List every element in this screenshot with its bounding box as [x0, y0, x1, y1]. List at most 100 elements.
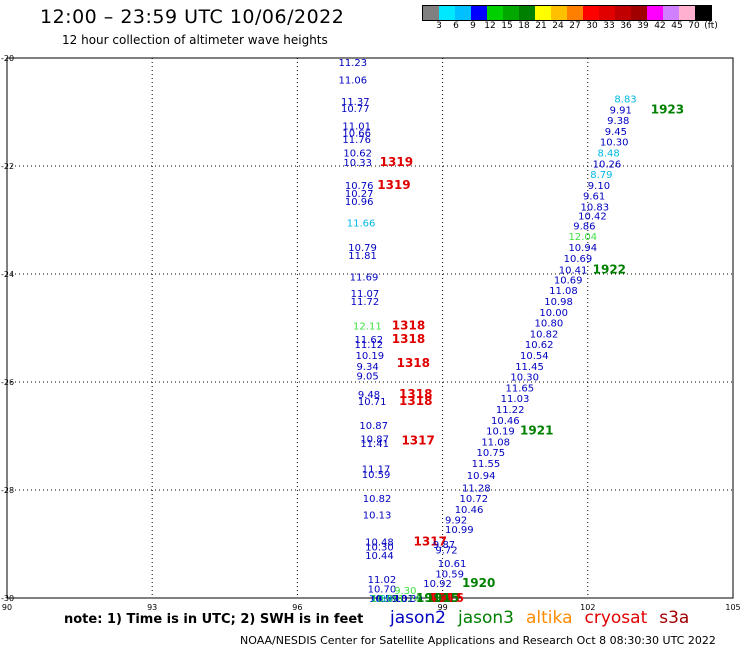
wave-height-label: 9.30: [394, 586, 416, 597]
wave-height-label: 10.92: [423, 579, 452, 590]
wave-height-label: 10.61: [438, 559, 467, 570]
x-tick-label: 102: [580, 603, 595, 612]
wave-height-label: 10.66: [342, 129, 371, 140]
wave-height-label: 10.80: [535, 319, 564, 330]
page-subtitle: 12 hour collection of altimeter wave hei…: [62, 33, 328, 47]
wave-height-label: 11.22: [496, 405, 525, 416]
wave-height-label: 9.87: [433, 540, 455, 551]
pass-time-label: 1915: [426, 591, 459, 605]
mission-cryosat: cryosat: [584, 608, 648, 628]
pass-time-label: 1317: [428, 591, 461, 605]
colorbar-label: 33: [603, 21, 615, 31]
colorbar-label: 18: [518, 21, 530, 31]
wave-height-label: 9.05: [356, 372, 378, 383]
wave-height-label: 11.08: [549, 286, 578, 297]
wave-height-label: 10.39: [394, 594, 423, 605]
wave-height-label: 11.55: [472, 459, 501, 470]
wave-height-label: 10.62: [343, 149, 372, 160]
pass-time-label: 1319: [380, 155, 413, 169]
colorbar-swatch: [583, 6, 599, 20]
wave-height-label: 11.28: [462, 483, 491, 494]
wave-height-label: 10.82: [530, 329, 559, 340]
wave-height-label: 10.26: [593, 159, 622, 170]
wave-height-label: 11.12: [355, 340, 384, 351]
colorbar-swatch: [439, 6, 455, 20]
colorbar-label: 42: [654, 21, 666, 31]
x-tick-label: 93: [147, 603, 157, 612]
colorbar-swatch: [551, 6, 567, 20]
wave-height-label: 10.46: [491, 416, 520, 427]
pass-time-label: 1920: [462, 576, 495, 590]
y-tick-label: -28: [1, 486, 14, 495]
wave-height-label: 10.44: [365, 551, 394, 562]
wave-height-label: 10.70: [368, 584, 397, 595]
x-tick-label: 96: [292, 603, 302, 612]
wave-height-label: 9.92: [445, 516, 467, 527]
wave-height-label: 11.23: [339, 58, 368, 69]
wave-height-label: 11.76: [342, 135, 371, 146]
colorbar-swatch: [487, 6, 503, 20]
wave-height-label: 11.66: [347, 219, 376, 230]
wave-height-label: 10.59: [362, 470, 391, 481]
colorbar-label: 45: [671, 21, 683, 31]
footer-note: note: 1) Time is in UTC; 2) SWH is in fe…: [64, 612, 364, 627]
wave-height-label: 10.96: [345, 197, 374, 208]
colorbar-swatch: [471, 6, 487, 20]
wave-height-label: 10.83: [581, 203, 610, 214]
wave-height-label: 11.17: [362, 464, 391, 475]
colorbar-swatch: [679, 6, 695, 20]
wave-height-label: 9.34: [356, 362, 378, 373]
colorbar-label: 3: [436, 21, 442, 31]
colorbar-label: 30: [586, 21, 598, 31]
colorbar-swatch: [535, 6, 551, 20]
colorbar-label: 9: [470, 21, 476, 31]
wave-height-label: 11.03: [370, 594, 399, 605]
colorbar-swatch: [567, 6, 583, 20]
wave-height-label: 11.06: [339, 76, 368, 87]
wave-height-label: 11.24: [392, 594, 421, 605]
wave-height-label: 9.38: [607, 116, 629, 127]
wave-height-label: 10.87: [360, 435, 389, 446]
wave-height-label: 10.94: [568, 243, 597, 254]
wave-height-label: 10.13: [363, 510, 392, 521]
wave-height-label: 10.99: [445, 525, 474, 536]
wave-height-label: 10.33: [343, 158, 372, 169]
wave-height-label: 10.59: [435, 570, 464, 581]
wave-height-label: 10.69: [554, 275, 583, 286]
wave-height-label: 9.48: [358, 390, 380, 401]
pass-time-label: 1318: [392, 332, 425, 346]
colorbar-label: 6: [453, 21, 459, 31]
page-title: 12:00 – 23:59 UTC 10/06/2022: [40, 6, 345, 28]
colorbar-label: 27: [569, 21, 581, 31]
mission-jason2: jason2: [390, 608, 446, 628]
mission-jason3: jason3: [458, 608, 514, 628]
colorbar-label: 70: [688, 21, 700, 31]
mission-legend: jason2 jason3 altika cryosat s3a: [390, 608, 689, 628]
wave-height-label: 8.79: [590, 170, 612, 181]
y-tick-label: -24: [1, 270, 14, 279]
pass-time-label: 1318: [392, 318, 425, 332]
wave-height-label: 10.42: [578, 212, 607, 223]
wave-height-label: 10.82: [363, 494, 392, 505]
wave-height-label: 10.53: [370, 594, 399, 605]
x-tick-label: 90: [2, 603, 12, 612]
y-tick-label: -22: [1, 162, 14, 171]
x-tick-label: 99: [438, 603, 448, 612]
colorbar-label: 21: [535, 21, 547, 31]
wave-height-label: 8.48: [597, 149, 619, 160]
wave-height-colorbar: [422, 5, 712, 21]
wave-height-label: 11.02: [368, 575, 397, 586]
colorbar-swatch: [519, 6, 535, 20]
wave-height-label: 10.41: [559, 266, 588, 277]
wave-height-label: 10.09: [371, 594, 400, 605]
wave-height-label: 10.46: [455, 505, 484, 516]
y-tick-label: -26: [1, 378, 14, 387]
wave-height-label: 9.01: [392, 594, 414, 605]
wave-height-label: 10.30: [510, 373, 539, 384]
wave-height-label: 10.30: [600, 138, 629, 149]
colorbar-label: 24: [552, 21, 564, 31]
colorbar-swatch: [503, 6, 519, 20]
pass-time-label: 1317: [401, 433, 434, 447]
wave-height-label: 10.48: [365, 537, 394, 548]
